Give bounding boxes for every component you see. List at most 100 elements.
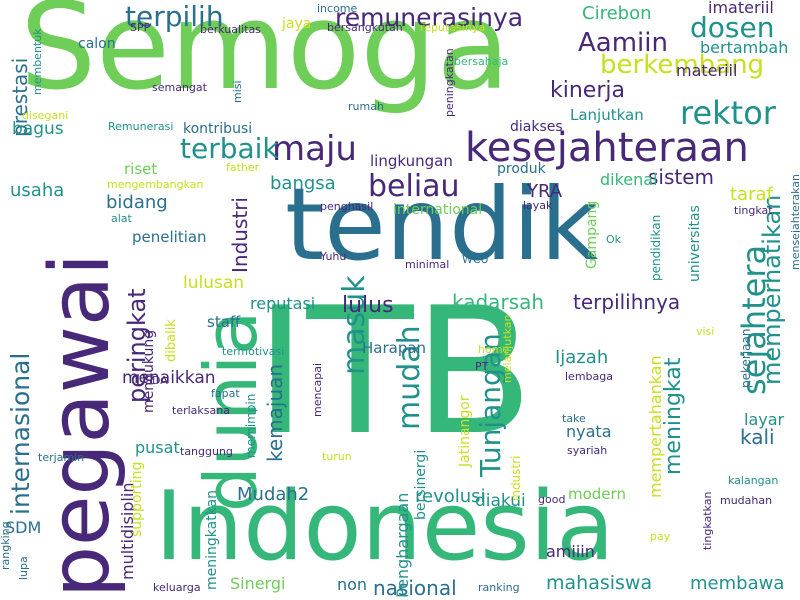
word-terpilihnya: terpilihnya — [573, 290, 681, 314]
word-berkembang: berkembang — [600, 50, 765, 80]
word-itb: ITB — [255, 271, 534, 474]
word-bidang: bidang — [106, 192, 168, 213]
word-lanjutkan: Lanjutkan — [570, 106, 644, 124]
word-layak: layak — [523, 199, 553, 212]
word-misi: misi — [231, 80, 244, 103]
word-mengembangkan: mengembangkan — [107, 178, 204, 191]
word-kesejahteraan: kesejahteraan — [465, 125, 749, 171]
word-internasional: internasional — [6, 352, 35, 515]
word-spp: SPP — [130, 21, 151, 34]
word-diakui: diakui — [475, 491, 526, 511]
word-bangsa: bangsa — [270, 173, 336, 194]
word-materiil: materiil — [676, 61, 738, 80]
word-home: home — [478, 343, 510, 356]
word-ranking: ranking — [478, 581, 520, 594]
word-lingkungan: lingkungan — [370, 152, 453, 170]
word-sdm: SDM — [5, 518, 42, 537]
word-pekerjaan: pekerjaan — [739, 328, 753, 388]
word-rektor: rektor — [680, 94, 776, 132]
word-kinerja: kinerja — [550, 78, 625, 103]
word-sistem: sistem — [648, 165, 715, 189]
word-termotivasi: termotivasi — [222, 345, 285, 358]
word-modern: modern — [568, 485, 626, 503]
word-take: take — [562, 412, 586, 425]
word-terpilih: terpilih — [125, 0, 224, 33]
word-bagus: bagus — [12, 119, 64, 139]
word-industri: Industri — [228, 197, 252, 273]
word-good: good — [538, 493, 566, 506]
word-pusat: pusat — [135, 438, 180, 457]
word-riset: riset — [124, 160, 158, 178]
word-aamiin: Aamiin — [578, 28, 668, 58]
word-international: international — [393, 202, 483, 218]
word-mudahan: mudahan — [720, 494, 773, 507]
word-rangking: rangking — [0, 521, 12, 570]
word-pendidikan: pendidikan — [649, 214, 663, 281]
word-jatinangor: Jatinangor — [457, 395, 473, 467]
word-berkualitas: berkualitas — [200, 23, 261, 36]
word-amiiin: amiiin — [546, 542, 595, 561]
word-penghasil: penghasil — [320, 200, 374, 213]
word-bersahaja: bersahaja — [454, 55, 509, 68]
word-meningkat: meningkat — [661, 357, 686, 475]
word-mudah2: Mudah2 — [237, 484, 310, 505]
word-dibalik: dibalik — [164, 319, 179, 362]
word-terbaik: terbaik — [180, 132, 279, 165]
word-tingkat: tingkat — [734, 204, 773, 217]
word-fapat: fapat — [211, 387, 240, 400]
word-semoga: Semoga — [20, 0, 511, 117]
word-lulus: lulus — [342, 293, 394, 318]
word-wcu: WCU — [462, 253, 489, 266]
word-syariah: syariah — [567, 444, 608, 457]
word-usaha: usaha — [10, 180, 65, 201]
word-nasional: nasional — [373, 576, 457, 600]
word-staff: staff — [207, 313, 241, 331]
word-lulusan: lulusan — [183, 273, 245, 293]
word-mensejahterakan: mensejahterakan — [789, 174, 800, 270]
word-kontribusi: kontribusi — [183, 121, 253, 137]
word-cirebon: Cirebon — [582, 3, 652, 24]
word-turun: turun — [322, 450, 352, 463]
word-yuhu: Yuhu — [320, 250, 347, 263]
word-ijazah: Ijazah — [555, 347, 609, 368]
word-memperhatikan: memperhatikan — [758, 194, 786, 385]
word-father: father — [226, 161, 260, 174]
word-jaya: jaya — [282, 16, 312, 32]
word-alat: alat — [111, 212, 132, 225]
word-mempertahankan: mempertahankan — [646, 355, 665, 498]
word-sda: SDA — [145, 374, 168, 387]
word-sinergi: Sinergi — [230, 574, 286, 593]
word-penghargaan: Penghargaan — [393, 492, 412, 598]
word-dosen: dosen — [690, 11, 775, 44]
word-tendik: tendik — [285, 166, 599, 283]
word-beliau: beliau — [368, 169, 460, 204]
word-pt: PT — [475, 360, 489, 373]
word-nyata: nyata — [566, 422, 612, 441]
word-rumah: rumah — [348, 100, 384, 113]
word-membentuk: membentuk — [31, 28, 44, 95]
word-kadarsah: kadarsah — [452, 290, 545, 314]
word-calon: calon — [78, 36, 116, 52]
word-melanjutkan: melanjutkan — [501, 314, 514, 383]
word-revolusi: revolusi — [415, 486, 486, 507]
word-diakses: diakses — [510, 119, 563, 135]
word-tanggung: tanggung — [180, 445, 233, 458]
word-imateriil: imateriil — [708, 0, 774, 17]
word-yra: YRA — [527, 181, 563, 202]
word-remunerasi: Remunerasi — [108, 120, 174, 133]
word-meningkatkan: meningkatkan — [204, 489, 220, 590]
word-lupa: lupa — [17, 556, 30, 580]
word-income: income — [317, 2, 358, 15]
word-bertambah: bertambah — [700, 38, 789, 57]
word-lembaga: lembaga — [565, 370, 613, 383]
word-harapan: Harapan — [362, 339, 427, 357]
word-layar: layar — [744, 410, 785, 429]
word-tingkatkan: tingkatkan — [701, 491, 714, 550]
word-indonesia: Indonesia — [155, 472, 615, 582]
word-kali: kali — [740, 425, 775, 449]
word-masuk: masuk — [337, 275, 372, 375]
word-taraf: taraf — [730, 184, 773, 205]
word-terlaksana: terlaksana — [172, 404, 230, 417]
word-keluarga: keluarga — [153, 581, 201, 594]
